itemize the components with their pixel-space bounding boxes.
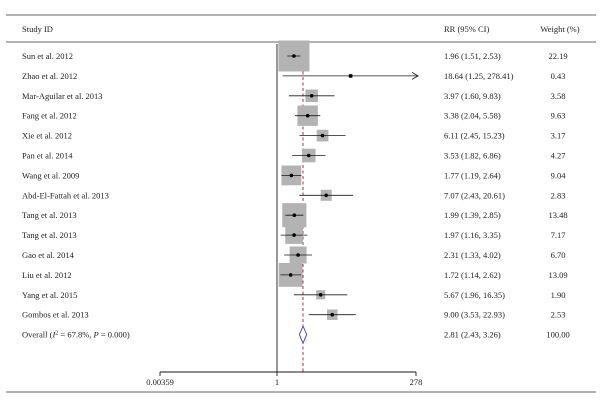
x-tick-label: 278 xyxy=(410,377,423,387)
overall-label-rest: = 67.8%, xyxy=(58,330,93,340)
study-weight: 7.17 xyxy=(551,230,566,240)
study-name: Pan et al. 2014 xyxy=(22,151,73,161)
study-weight: 2.83 xyxy=(551,190,566,200)
study-name: Fang et al. 2012 xyxy=(22,111,77,121)
point-estimate xyxy=(318,293,323,297)
study-weight: 3.17 xyxy=(551,131,566,141)
study-ci: 9.00 (3.53, 22.93) xyxy=(444,310,505,320)
study-row: Mar-Aguilar et al. 2013 3.97 (1.60, 9.83)… xyxy=(22,89,566,103)
study-name: Zhao et al. 2012 xyxy=(22,71,77,81)
point-estimate xyxy=(296,253,300,257)
study-row: Pan et al. 2014 3.53 (1.82, 6.86) 4.27 xyxy=(22,148,566,163)
study-name: Tang et al. 2013 xyxy=(22,230,77,240)
study-ci: 1.97 (1.16, 3.35) xyxy=(444,230,501,240)
study-row: Tang et al. 2013 1.97 (1.16, 3.35) 7.17 xyxy=(22,226,565,244)
study-ci: 2.31 (1.33, 4.02) xyxy=(444,250,501,260)
overall-p-symbol: P xyxy=(93,330,99,340)
point-estimate xyxy=(305,113,310,118)
study-row: Tang et al. 2013 1.99 (1.39, 2.85) 13.48 xyxy=(22,203,568,228)
point-estimate xyxy=(292,54,296,58)
point-estimate xyxy=(289,173,294,178)
point-estimate xyxy=(348,74,353,78)
study-row: Fang et al. 2012 3.38 (2.04, 5.58) 9.63 xyxy=(22,105,566,126)
study-ci: 1.99 (1.39, 2.85) xyxy=(444,210,501,220)
overall-label-prefix: Overall ( xyxy=(22,330,53,340)
study-ci: 5.67 (1.96, 16.35) xyxy=(444,290,505,300)
study-weight: 1.90 xyxy=(551,290,566,300)
study-name: Tang et al. 2013 xyxy=(22,210,77,220)
overall-i2-symbol: I xyxy=(51,330,56,340)
study-row: Zhao et al. 2012 18.64 (1.25, 278.41) 0.43 xyxy=(22,71,565,81)
study-weight: 9.63 xyxy=(551,111,566,121)
study-ci: 6.11 (2.45, 15.23) xyxy=(444,131,505,141)
ci-arrow xyxy=(411,72,419,80)
study-row: Xie et al. 2012 6.11 (2.45, 15.23) 3.17 xyxy=(22,129,566,142)
point-estimate xyxy=(306,153,311,158)
study-row: Liu et al. 2012 1.72 (1.14, 2.62) 13.09 xyxy=(22,262,568,287)
overall-weight: 100.00 xyxy=(546,330,569,340)
point-estimate xyxy=(309,94,314,98)
point-estimate xyxy=(320,133,325,138)
study-row: Gombos et al. 2013 9.00 (3.53, 22.93) 2.53 xyxy=(22,309,566,320)
point-estimate xyxy=(330,312,335,317)
study-row: Yang et al. 2015 5.67 (1.96, 16.35) 1.90 xyxy=(22,290,565,300)
study-ci: 18.64 (1.25, 278.41) xyxy=(444,71,514,81)
study-weight: 13.48 xyxy=(548,210,567,220)
overall-p-rest: = 0.000) xyxy=(99,330,130,340)
study-row: Abd-El-Fattah et al. 2013 7.07 (2.43, 20.… xyxy=(22,189,566,201)
header-ci: RR (95% CI) xyxy=(444,24,490,34)
point-estimate xyxy=(288,273,293,277)
study-ci: 3.53 (1.82, 6.86) xyxy=(444,151,501,161)
study-name: Abd-El-Fattah et al. 2013 xyxy=(22,190,109,200)
study-weight: 6.70 xyxy=(551,250,566,260)
study-ci: 3.97 (1.60, 9.83) xyxy=(444,91,501,101)
study-weight: 13.09 xyxy=(548,270,567,280)
study-weight: 0.43 xyxy=(551,71,566,81)
study-name: Xie et al. 2012 xyxy=(22,131,72,141)
overall-label: Overall (I2 = 67.8%, P = 0.000) xyxy=(22,330,130,340)
point-estimate xyxy=(292,233,296,237)
study-name: Wang et al. 2009 xyxy=(22,170,79,180)
study-ci: 3.38 (2.04, 5.58) xyxy=(444,111,501,121)
study-weight: 22.19 xyxy=(548,51,567,61)
overall-diamond xyxy=(298,324,308,345)
study-weight: 4.27 xyxy=(551,151,566,161)
point-estimate xyxy=(292,213,297,217)
x-tick-label: 1 xyxy=(275,377,279,387)
overall-row: Overall (I2 = 67.8%, P = 0.000) 2.81 (2.4… xyxy=(22,324,570,345)
study-row: Sun et al. 2012 1.96 (1.51, 2.53) 22.19 xyxy=(22,40,568,72)
study-ci: 1.72 (1.14, 2.62) xyxy=(444,270,501,280)
point-estimate xyxy=(324,193,329,198)
study-name: Gao et al. 2014 xyxy=(22,250,75,260)
study-row: Gao et al. 2014 2.31 (1.33, 4.02) 6.70 xyxy=(22,246,566,264)
study-ci: 1.77 (1.19, 2.64) xyxy=(444,170,501,180)
study-row: Wang et al. 2009 1.77 (1.19, 2.64) 9.04 xyxy=(22,165,567,186)
study-name: Mar-Aguilar et al. 2013 xyxy=(22,91,103,101)
study-ci: 1.96 (1.51, 2.53) xyxy=(444,51,501,61)
overall-i2-sup: 2 xyxy=(55,331,58,337)
study-weight: 3.58 xyxy=(551,91,566,101)
header-study: Study ID xyxy=(22,24,53,34)
study-name: Gombos et al. 2013 xyxy=(22,310,89,320)
overall-ci: 2.81 (2.43, 3.26) xyxy=(444,330,501,340)
x-tick-label: 0.00359 xyxy=(146,377,174,387)
study-name: Sun et al. 2012 xyxy=(22,51,73,61)
header-weight: Weight (%) xyxy=(540,24,579,34)
study-weight: 2.53 xyxy=(551,310,566,320)
study-ci: 7.07 (2.43, 20.61) xyxy=(444,190,505,200)
study-name: Liu et al. 2012 xyxy=(22,270,72,280)
study-name: Yang et al. 2015 xyxy=(22,290,77,300)
study-weight: 9.04 xyxy=(551,170,567,180)
